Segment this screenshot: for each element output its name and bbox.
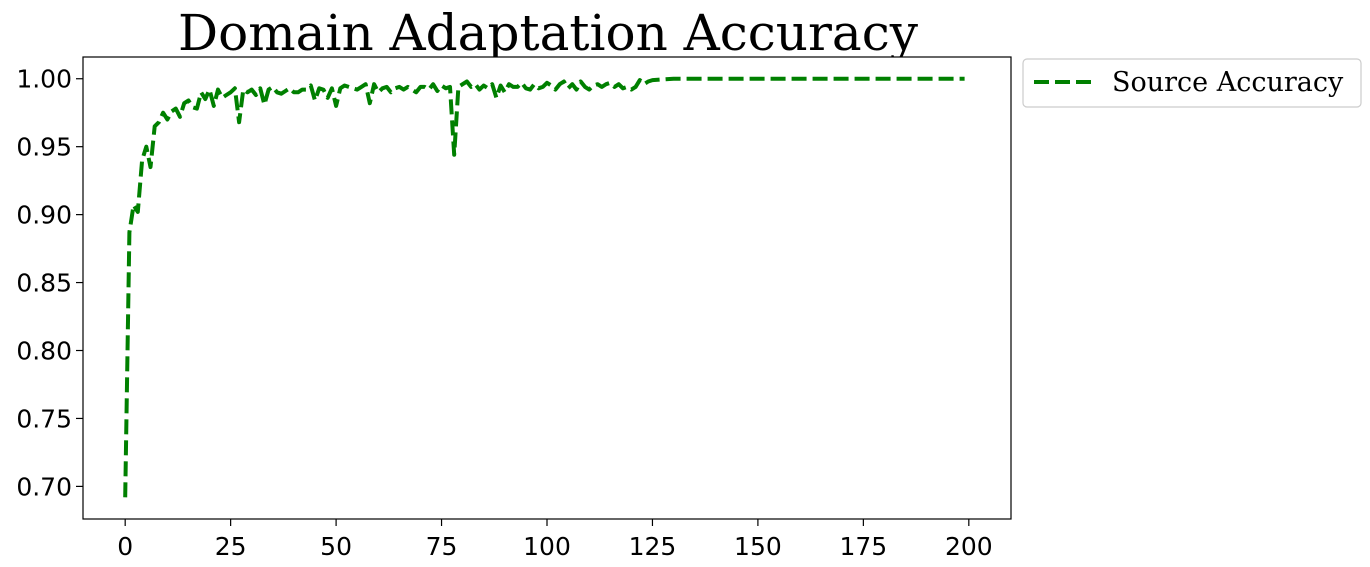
series-layer	[123, 76, 965, 498]
series-line-source-accuracy	[123, 76, 965, 498]
x-tick-label: 0	[117, 532, 133, 561]
legend-box	[1022, 58, 1362, 108]
y-tick-label: 0.75	[16, 404, 72, 433]
y-tick-label: 1.00	[16, 65, 72, 94]
x-axis: 0 25 50 75 100 125 150 175 200	[117, 519, 993, 561]
y-axis: 0.70 0.75 0.80 0.85 0.90 0.95 1.00	[16, 65, 83, 501]
plot-area	[82, 56, 1012, 520]
x-tick-label: 50	[320, 532, 352, 561]
x-tick-label: 175	[840, 532, 888, 561]
x-tick-label: 125	[629, 532, 677, 561]
legend-label-source-accuracy: Source Accuracy	[1112, 67, 1344, 98]
y-tick-label: 0.70	[16, 472, 72, 501]
x-tick-label: 100	[523, 532, 571, 561]
x-tick-label: 150	[734, 532, 782, 561]
y-tick-label: 0.90	[16, 201, 72, 230]
chart-title: Domain Adaptation Accuracy	[178, 4, 919, 62]
y-tick-label: 0.80	[16, 337, 72, 366]
legend[interactable]: Source Accuracy	[1022, 58, 1362, 108]
x-tick-label: 75	[426, 532, 458, 561]
x-tick-label: 25	[215, 532, 247, 561]
plot-background	[83, 57, 1011, 519]
x-tick-label: 200	[945, 532, 993, 561]
y-tick-label: 0.95	[16, 133, 72, 162]
y-tick-label: 0.85	[16, 269, 72, 298]
